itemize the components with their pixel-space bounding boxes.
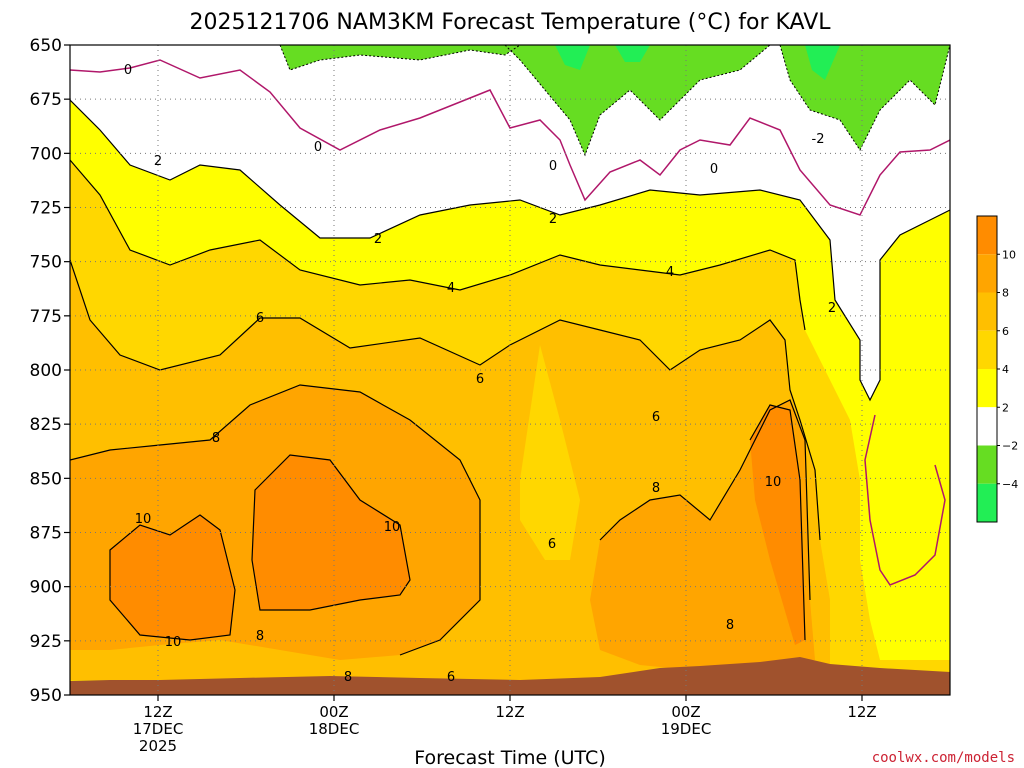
colorbar-tick-label: 6 [1002, 325, 1009, 338]
chart-title: 2025121706 NAM3KM Forecast Temperature (… [189, 10, 831, 35]
y-tick-label: 900 [30, 578, 62, 598]
contour-label: 4 [447, 281, 455, 296]
x-tick-label: 12Z [143, 703, 172, 721]
contour-label: 10 [165, 635, 182, 650]
contour-label: 8 [212, 431, 220, 446]
contour-label: 0 [314, 140, 322, 155]
x-tick-label: 18DEC [309, 720, 360, 738]
colorbar-tick-label: 2 [1002, 401, 1009, 414]
credit-text: coolwx.com/models [872, 750, 1015, 766]
colorbar-tick-label: 4 [1002, 363, 1009, 376]
x-tick-label: 2025 [139, 737, 177, 755]
colorbar-segment [977, 407, 997, 445]
colorbar-segment [977, 254, 997, 292]
contour-label: 6 [256, 311, 264, 326]
colorbar-tick-label: 10 [1002, 248, 1016, 261]
y-tick-label: 925 [30, 632, 62, 652]
colorbar-segment [977, 293, 997, 331]
y-tick-label: 725 [30, 199, 62, 219]
contour-label: 6 [548, 537, 556, 552]
colorbar-tick-label: −2 [1002, 440, 1018, 453]
contour-label: 10 [765, 475, 782, 490]
y-tick-label: 775 [30, 307, 62, 327]
contour-label: 0 [710, 162, 718, 177]
contour-label: 6 [652, 410, 660, 425]
contour-label: 6 [476, 372, 484, 387]
colorbar-tick-label: −4 [1002, 478, 1018, 491]
x-tick-label: 00Z [671, 703, 700, 721]
contour-label: 6 [447, 670, 455, 685]
contour-label: 0 [549, 159, 557, 174]
contour-label: 4 [666, 265, 674, 280]
contour-label: 8 [256, 629, 264, 644]
contour-label: 10 [135, 512, 152, 527]
contour-label: 8 [652, 481, 660, 496]
colorbar-segment [977, 216, 997, 254]
x-tick-label: 12Z [495, 703, 524, 721]
colorbar-segment [977, 369, 997, 407]
y-tick-label: 650 [30, 36, 62, 56]
x-tick-label: 12Z [847, 703, 876, 721]
contour-label: 2 [828, 301, 836, 316]
y-tick-label: 850 [30, 469, 62, 489]
contour-label: 2 [154, 154, 162, 169]
y-tick-label: 950 [30, 686, 62, 706]
colorbar-segment [977, 331, 997, 369]
x-axis-label: Forecast Time (UTC) [414, 747, 605, 768]
y-axis: 650 675 700 725 750 775 800 825 850 875 900 925 950 [30, 36, 70, 706]
y-tick-label: 700 [30, 144, 62, 164]
contour-label: 8 [344, 670, 352, 685]
y-tick-label: 800 [30, 361, 62, 381]
x-tick-label: 00Z [319, 703, 348, 721]
y-tick-label: 825 [30, 415, 62, 435]
contour-label: 8 [726, 618, 734, 633]
colorbar-tick-label: 8 [1002, 287, 1009, 300]
colorbar-segment [977, 446, 997, 484]
x-tick-label: 19DEC [661, 720, 712, 738]
y-tick-label: 675 [30, 90, 62, 110]
contour-label: -2 [812, 132, 825, 147]
contour-label: 2 [549, 212, 557, 227]
x-tick-label: 17DEC [133, 720, 184, 738]
y-tick-label: 875 [30, 524, 62, 544]
colorbar-segment [977, 484, 997, 522]
y-tick-label: 750 [30, 253, 62, 273]
contour-label: 2 [374, 232, 382, 247]
contour-label: 10 [384, 520, 401, 535]
contour-label: 0 [124, 63, 132, 78]
colorbar: 10 8 6 4 2 −2 −4 [977, 216, 1018, 522]
